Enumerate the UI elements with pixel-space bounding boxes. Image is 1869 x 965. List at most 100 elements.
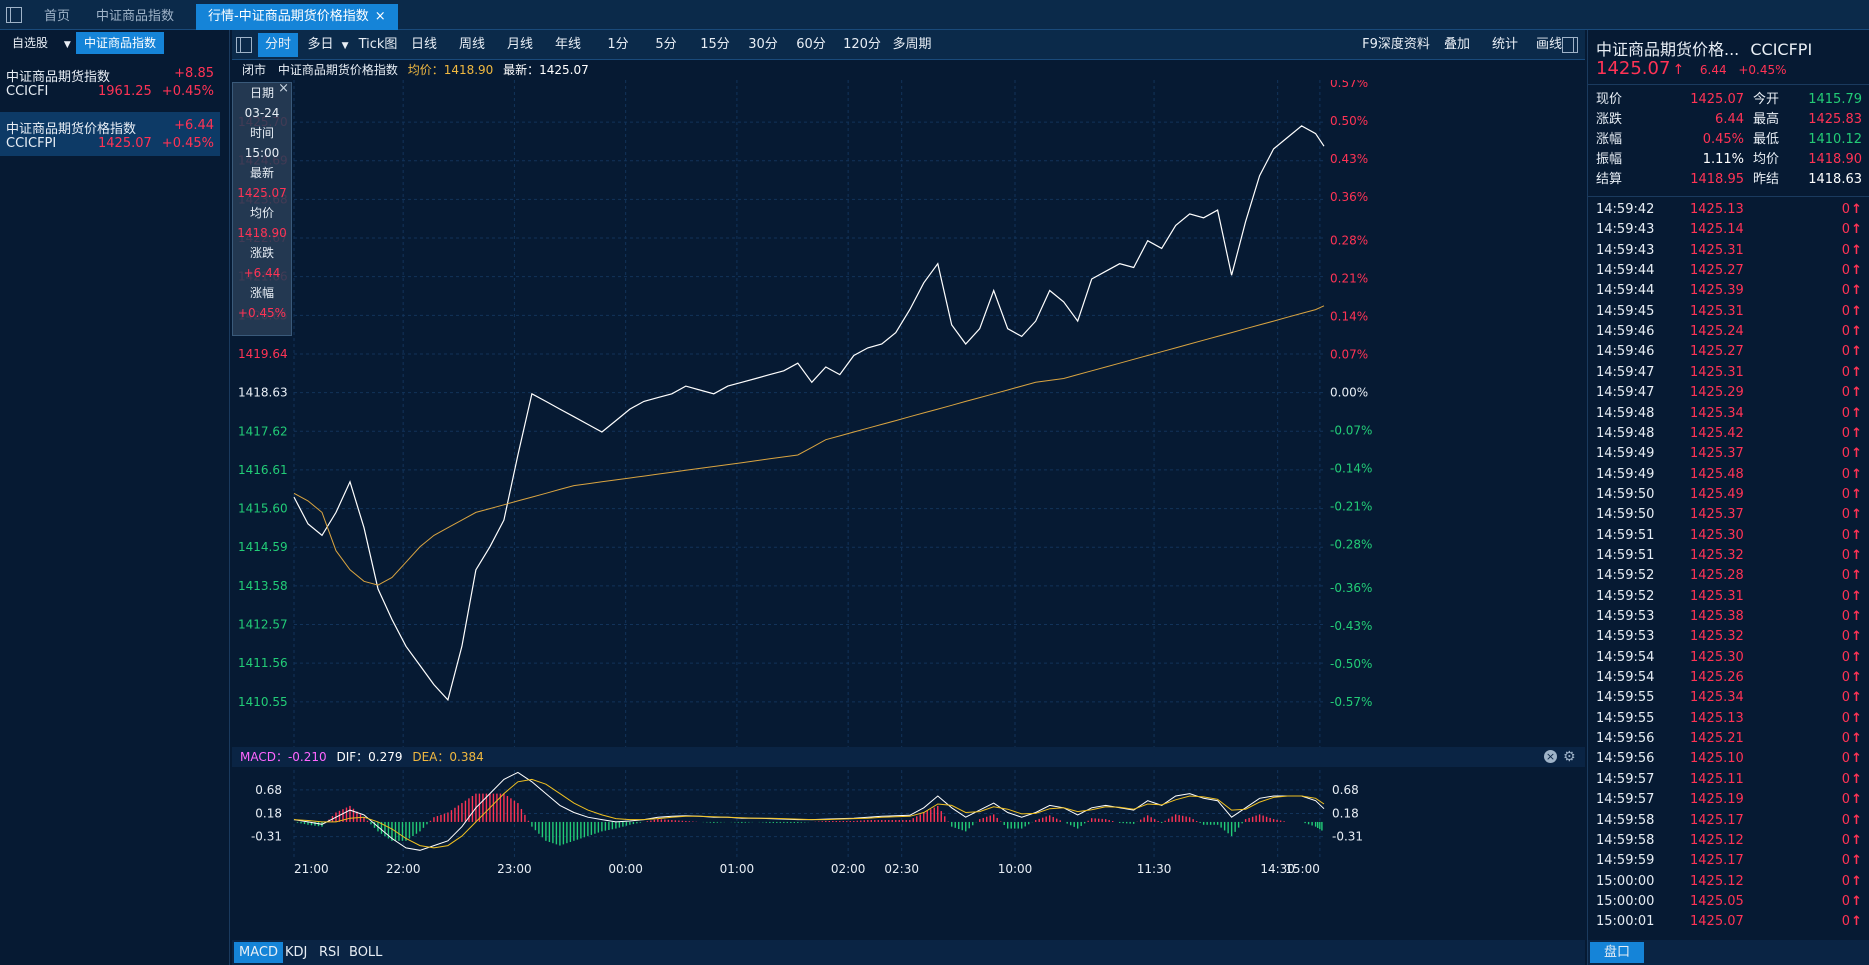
table-row[interactable]: 14:59:46 1425.27 0 ↑ — [1596, 342, 1864, 362]
f9-deep-data-button[interactable]: F9深度资料 — [1362, 37, 1430, 52]
dif-line — [293, 771, 1325, 851]
table-row[interactable]: 14:59:51 1425.32 0 ↑ — [1596, 546, 1864, 566]
table-row[interactable]: 14:59:42 1425.13 0 ↑ — [1596, 200, 1864, 220]
period-weekly[interactable]: 周线 — [458, 37, 485, 52]
table-row[interactable]: 15:00:01 1425.07 0 ↑ — [1596, 912, 1864, 932]
list-item[interactable]: 中证商品期货价格指数 +6.44 CCICFPI 1425.07 +0.45% — [0, 112, 220, 156]
arrow-up-icon: ↑ — [1851, 283, 1862, 299]
overlay-button[interactable]: 叠加 — [1443, 37, 1470, 52]
tick-price: 1425.48 — [1690, 466, 1744, 482]
tab-boll[interactable]: BOLL — [349, 945, 383, 960]
window-layout-icon[interactable] — [6, 7, 22, 23]
table-row[interactable]: 14:59:51 1425.30 0 ↑ — [1596, 526, 1864, 546]
period-120min[interactable]: 120分 — [843, 37, 881, 52]
tick-volume: 0 — [1841, 425, 1850, 441]
table-row[interactable]: 14:59:43 1425.31 0 ↑ — [1596, 241, 1864, 261]
intraday-chart[interactable]: 1425.701424.691423.681422.671421.661420.… — [232, 80, 1585, 940]
table-row[interactable]: 14:59:49 1425.48 0 ↑ — [1596, 465, 1864, 485]
quote-value: 1418.90 — [1808, 152, 1862, 167]
quote-label: 涨跌 — [1596, 112, 1623, 127]
table-row[interactable]: 14:59:45 1425.31 0 ↑ — [1596, 302, 1864, 322]
tick-time: 14:59:51 — [1596, 527, 1655, 543]
period-multi[interactable]: 多周期 — [892, 37, 932, 52]
period-30min[interactable]: 30分 — [748, 37, 778, 52]
y-tick-label: 1415.60 — [238, 502, 288, 516]
arrow-up-icon: ↑ — [1851, 507, 1862, 523]
table-row[interactable]: 14:59:44 1425.39 0 ↑ — [1596, 281, 1864, 301]
y-tick-label: 1414.59 — [238, 540, 288, 554]
table-row[interactable]: 15:00:00 1425.12 0 ↑ — [1596, 872, 1864, 892]
table-row[interactable]: 14:59:55 1425.13 0 ↑ — [1596, 709, 1864, 729]
period-tick[interactable]: Tick图 — [358, 37, 398, 52]
table-row[interactable]: 14:59:58 1425.17 0 ↑ — [1596, 811, 1864, 831]
table-row[interactable]: 14:59:53 1425.32 0 ↑ — [1596, 627, 1864, 647]
table-row[interactable]: 14:59:53 1425.38 0 ↑ — [1596, 607, 1864, 627]
table-row[interactable]: 14:59:56 1425.10 0 ↑ — [1596, 749, 1864, 769]
table-row[interactable]: 14:59:59 1425.17 0 ↑ — [1596, 851, 1864, 871]
tick-volume: 0 — [1841, 222, 1850, 238]
tab-quote-detail[interactable]: 行情-中证商品期货价格指数 × — [196, 4, 398, 30]
tab-home[interactable]: 首页 — [44, 9, 71, 24]
tick-price: 1425.26 — [1690, 670, 1744, 686]
tab-order-book[interactable]: 盘口 — [1590, 942, 1644, 963]
x-tick-label: 23:00 — [497, 862, 532, 876]
table-row[interactable]: 14:59:58 1425.12 0 ↑ — [1596, 831, 1864, 851]
pct-tick-label: -0.21% — [1330, 500, 1372, 514]
close-indicator-icon[interactable]: × — [1544, 750, 1557, 763]
table-row[interactable]: 14:59:44 1425.27 0 ↑ — [1596, 261, 1864, 281]
table-row[interactable]: 14:59:50 1425.49 0 ↑ — [1596, 485, 1864, 505]
caret-down-icon[interactable]: ▼ — [63, 40, 71, 50]
caret-down-icon[interactable]: ▼ — [341, 41, 349, 51]
table-row[interactable]: 14:59:54 1425.26 0 ↑ — [1596, 668, 1864, 688]
period-multiday[interactable]: 多日 ▼ — [304, 33, 352, 57]
popup-value: +6.44 — [243, 266, 281, 280]
table-row[interactable]: 14:59:52 1425.31 0 ↑ — [1596, 587, 1864, 607]
sidebar-toggle-icon[interactable] — [236, 37, 252, 53]
table-row[interactable]: 14:59:56 1425.21 0 ↑ — [1596, 729, 1864, 749]
tab-watchlist[interactable]: 自选股 ▼ — [4, 32, 79, 54]
y-tick-label: 1419.64 — [238, 347, 288, 361]
macd-y-tick-label: 0.18 — [1332, 806, 1359, 820]
tab-macd[interactable]: MACD — [234, 942, 283, 963]
pct-tick-label: 0.07% — [1330, 348, 1368, 362]
quote-value: 1418.95 — [1690, 172, 1744, 187]
period-yearly[interactable]: 年线 — [554, 37, 581, 52]
period-5min[interactable]: 5分 — [655, 37, 677, 52]
close-icon[interactable]: × — [278, 81, 289, 96]
period-15min[interactable]: 15分 — [700, 37, 730, 52]
close-icon[interactable]: × — [374, 9, 386, 24]
draw-line-button[interactable]: 画线 — [1535, 37, 1562, 52]
period-monthly[interactable]: 月线 — [506, 37, 533, 52]
popup-label: 时间 — [249, 126, 274, 140]
tab-kdj[interactable]: KDJ — [285, 945, 308, 960]
gear-icon[interactable]: ⚙ — [1563, 749, 1576, 765]
table-row[interactable]: 14:59:46 1425.24 0 ↑ — [1596, 322, 1864, 342]
table-row[interactable]: 14:59:48 1425.34 0 ↑ — [1596, 404, 1864, 424]
period-intraday[interactable]: 分时 — [258, 33, 298, 57]
table-row[interactable]: 14:59:49 1425.37 0 ↑ — [1596, 444, 1864, 464]
tab-csi-commodity-index[interactable]: 中证商品指数 — [96, 9, 175, 24]
table-row[interactable]: 14:59:55 1425.34 0 ↑ — [1596, 688, 1864, 708]
period-1min[interactable]: 1分 — [607, 37, 629, 52]
stats-button[interactable]: 统计 — [1491, 37, 1518, 52]
period-60min[interactable]: 60分 — [796, 37, 826, 52]
period-daily[interactable]: 日线 — [410, 37, 437, 52]
table-row[interactable]: 14:59:52 1425.28 0 ↑ — [1596, 566, 1864, 586]
table-row[interactable]: 15:00:00 1425.05 0 ↑ — [1596, 892, 1864, 912]
quote-label: 今开 — [1753, 92, 1780, 107]
table-row[interactable]: 14:59:47 1425.31 0 ↑ — [1596, 363, 1864, 383]
table-row[interactable]: 14:59:57 1425.19 0 ↑ — [1596, 790, 1864, 810]
tab-csi-index-list[interactable]: 中证商品指数 — [76, 32, 165, 54]
table-row[interactable]: 14:59:57 1425.11 0 ↑ — [1596, 770, 1864, 790]
list-item[interactable]: 中证商品期货指数 +8.85 CCICFI 1961.25 +0.45% — [0, 60, 220, 104]
table-row[interactable]: 14:59:54 1425.30 0 ↑ — [1596, 648, 1864, 668]
panel-toggle-icon[interactable] — [1562, 37, 1578, 53]
table-row[interactable]: 14:59:47 1425.29 0 ↑ — [1596, 383, 1864, 403]
tab-rsi[interactable]: RSI — [319, 945, 341, 960]
table-row[interactable]: 14:59:48 1425.42 0 ↑ — [1596, 424, 1864, 444]
table-row[interactable]: 14:59:43 1425.14 0 ↑ — [1596, 220, 1864, 240]
table-row[interactable]: 14:59:50 1425.37 0 ↑ — [1596, 505, 1864, 525]
quote-value: 1418.63 — [1808, 172, 1862, 187]
macd-y-tick-label: 0.68 — [1332, 783, 1359, 797]
watchlist-panel: 自选股 ▼ 中证商品指数 中证商品期货指数 +8.85 CCICFI 1961.… — [0, 30, 230, 965]
